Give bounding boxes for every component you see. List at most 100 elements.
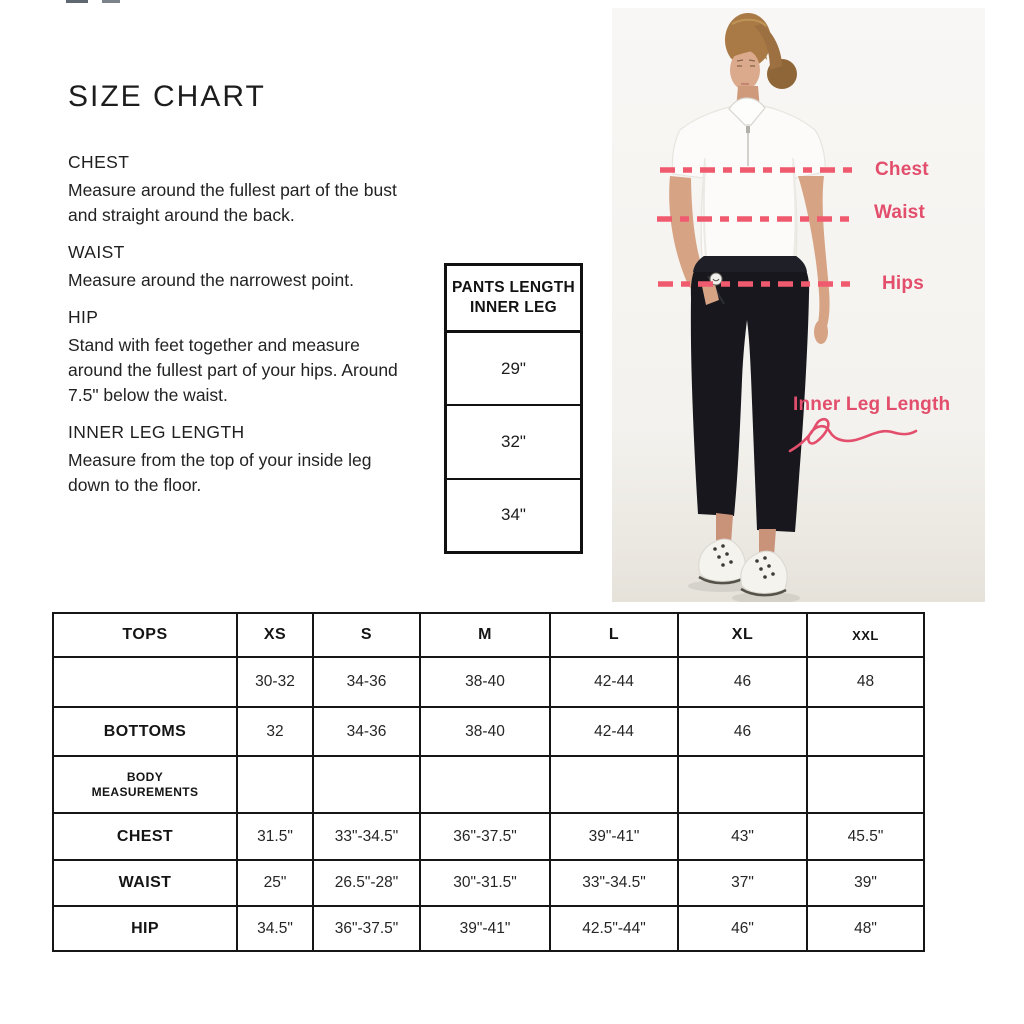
size-table-row-label: BOTTOMS: [52, 706, 238, 757]
size-table-cell: 46": [677, 905, 808, 952]
right-arm: [798, 176, 830, 330]
size-table-cell: 38-40: [419, 706, 551, 757]
size-table-cell: 43": [677, 812, 808, 861]
pants-length-value: 29": [447, 333, 580, 407]
scan-artifact: [66, 0, 88, 3]
model-photo: Chest Waist Hips Inner Leg Length: [612, 8, 985, 602]
instruction-heading: CHEST: [68, 152, 130, 172]
table-row: BOTTOMS 32 34-36 38-40 42-44 46: [52, 706, 925, 757]
pants-waistband: [693, 256, 807, 272]
table-row: 30-32 34-36 38-40 42-44 46 48: [52, 656, 925, 708]
size-table-cell: 32: [236, 706, 314, 757]
table-row: HIP 34.5" 36"-37.5" 39"-41" 42.5"-44" 46" 48": [52, 905, 925, 952]
size-table-column-header: XL: [677, 612, 808, 658]
instruction-hip: HIP Stand with feet together and measure…: [68, 305, 410, 408]
inner-leg-measure-label: Inner Leg Length: [793, 394, 951, 415]
size-table-cell: 36"-37.5": [419, 812, 551, 861]
pants-length-header-line2: INNER LEG: [469, 299, 558, 316]
size-table-cell: 31.5": [236, 812, 314, 861]
instruction-chest: CHEST Measure around the fullest part of…: [68, 150, 410, 228]
size-table-cell: 39": [806, 859, 925, 907]
left-shoe: [698, 538, 746, 583]
hair-highlight: [731, 18, 767, 27]
instruction-body: Measure around the fullest part of the b…: [68, 180, 397, 225]
size-table-cell: 34-36: [312, 706, 421, 757]
right-shoe-laces: [755, 556, 775, 579]
pants-length-table-header: PANTS LENGTH INNER LEG: [447, 266, 580, 333]
size-table-cell: 39"-41": [419, 905, 551, 952]
size-table-cell: 26.5"-28": [312, 859, 421, 907]
size-table-header-tops: TOPS: [52, 612, 238, 658]
instruction-heading: INNER LEG LENGTH: [68, 422, 245, 442]
table-row: CHEST 31.5" 33"-34.5" 36"-37.5" 39"-41" 43" 45…: [52, 812, 925, 861]
instruction-body: Measure from the top of your inside leg …: [68, 450, 372, 495]
size-chart-table: TOPS XS S M L XL XXL 30-32 34-36 38-40 42-44 46 48 BO…: [52, 612, 925, 952]
instruction-body: Measure around the narrowest point.: [68, 270, 354, 290]
size-table-cell: [677, 755, 808, 814]
size-table-cell: [806, 755, 925, 814]
size-table-cell: 39"-41": [549, 812, 679, 861]
size-table-cell: 33"-34.5": [312, 812, 421, 861]
hair-fringe: [730, 42, 767, 60]
face-features: [736, 59, 756, 67]
size-table-cell: 34.5": [236, 905, 314, 952]
left-ankle: [716, 513, 733, 544]
table-row: BODY MEASUREMENTS: [52, 755, 925, 814]
waist-measure-label: Waist: [874, 202, 925, 223]
size-table-cell: 33"-34.5": [549, 859, 679, 907]
size-table-cell: 48: [806, 656, 925, 708]
right-hand: [814, 320, 828, 344]
polo-collar: [728, 97, 766, 126]
size-table-cell: 25": [236, 859, 314, 907]
size-table-cell: 42-44: [549, 706, 679, 757]
size-table-row-label: HIP: [52, 905, 238, 952]
size-table-column-header: XXL: [806, 612, 925, 658]
pants-length-value: 34": [501, 505, 526, 525]
size-table-column-header: M: [419, 612, 551, 658]
row-label-text: BODY MEASUREMENTS: [91, 769, 199, 799]
pants-length-header-line1: PANTS LENGTH: [451, 279, 575, 296]
page-title: SIZE CHART: [68, 80, 266, 113]
measuring-instructions: CHEST Measure around the fullest part of…: [68, 150, 410, 510]
size-table-cell: 34-36: [312, 656, 421, 708]
pants: [690, 256, 810, 532]
size-table-row-label: CHEST: [52, 812, 238, 861]
size-table-cell: 37": [677, 859, 808, 907]
table-row: WAIST 25" 26.5"-28" 30"-31.5" 33"-34.5" 37" 39…: [52, 859, 925, 907]
size-table-cell: 48": [806, 905, 925, 952]
instruction-body: Stand with feet together and measure aro…: [68, 335, 398, 405]
size-table-cell: [549, 755, 679, 814]
size-table-cell: 42-44: [549, 656, 679, 708]
size-table-cell: [806, 706, 925, 757]
scan-artifact: [102, 0, 120, 3]
waist-charm-detail: [712, 278, 720, 282]
instruction-inner-leg: INNER LEG LENGTH Measure from the top of…: [68, 420, 410, 498]
size-table-cell: 36"-37.5": [312, 905, 421, 952]
right-shoe: [740, 550, 788, 595]
chest-measure-label: Chest: [875, 159, 929, 180]
size-table-cell: 30-32: [236, 656, 314, 708]
measurement-lines: [657, 167, 855, 287]
size-table-cell: 45.5": [806, 812, 925, 861]
size-table-cell: 46: [677, 656, 808, 708]
size-table-column-header: XS: [236, 612, 314, 658]
size-table-row-label: BODY MEASUREMENTS: [52, 755, 238, 814]
shoe-shadow: [732, 592, 800, 602]
size-table-cell: 30"-31.5": [419, 859, 551, 907]
size-table-row-label: [52, 656, 238, 708]
zipper-pull: [746, 126, 750, 133]
size-table-cell: [312, 755, 421, 814]
size-table-cell: 46: [677, 706, 808, 757]
hips-measure-label: Hips: [882, 273, 924, 294]
heart-squiggle: [788, 417, 918, 453]
shirt-shadow-right: [792, 162, 797, 259]
instruction-waist: WAIST Measure around the narrowest point…: [68, 240, 410, 293]
size-table-cell: [419, 755, 551, 814]
instruction-heading: HIP: [68, 307, 99, 327]
size-table-cell: 38-40: [419, 656, 551, 708]
shirt-shadow-left: [702, 162, 707, 259]
model-figure-illustration: [657, 13, 918, 602]
hair-side: [754, 24, 782, 70]
size-table-column-header: L: [549, 612, 679, 658]
